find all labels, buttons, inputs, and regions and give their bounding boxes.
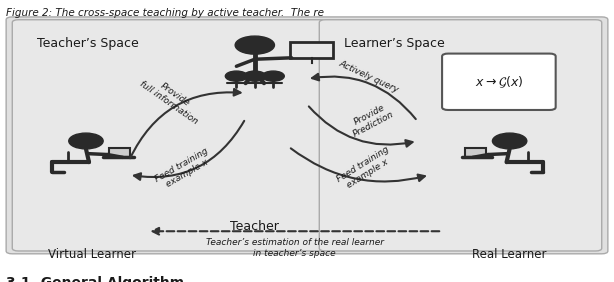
Text: Figure 2: The cross-space teaching by active teacher.  The re: Figure 2: The cross-space teaching by ac… — [6, 8, 324, 18]
FancyBboxPatch shape — [319, 20, 602, 251]
Text: Teacher: Teacher — [230, 220, 279, 233]
Circle shape — [69, 133, 103, 149]
FancyBboxPatch shape — [290, 42, 333, 58]
FancyArrowPatch shape — [291, 148, 425, 182]
Text: Virtual Learner: Virtual Learner — [48, 248, 136, 261]
Text: Feed training
example x: Feed training example x — [335, 145, 396, 193]
FancyBboxPatch shape — [12, 20, 325, 251]
Text: Provide
Prediction: Provide Prediction — [347, 101, 396, 139]
FancyBboxPatch shape — [442, 54, 556, 110]
Polygon shape — [465, 148, 486, 157]
FancyArrowPatch shape — [309, 106, 413, 147]
Text: Teacher’s Space: Teacher’s Space — [37, 37, 139, 50]
Circle shape — [492, 133, 527, 149]
FancyArrowPatch shape — [134, 121, 244, 180]
FancyArrowPatch shape — [130, 89, 241, 158]
Text: Provide
full information: Provide full information — [138, 71, 206, 126]
Text: Learner’s Space: Learner’s Space — [344, 37, 445, 50]
Text: Actively query: Actively query — [337, 58, 400, 94]
FancyBboxPatch shape — [6, 17, 608, 254]
Circle shape — [244, 71, 266, 81]
Text: Real Learner: Real Learner — [472, 248, 547, 261]
Circle shape — [225, 71, 247, 81]
Circle shape — [235, 36, 274, 54]
FancyArrowPatch shape — [152, 228, 439, 235]
FancyArrowPatch shape — [312, 74, 416, 119]
Text: $x\rightarrow\mathcal{G}(x)$: $x\rightarrow\mathcal{G}(x)$ — [475, 74, 523, 90]
Text: Teacher’s estimation of the real learner
in teacher’s space: Teacher’s estimation of the real learner… — [206, 238, 384, 258]
Text: Feed training
example x: Feed training example x — [154, 146, 215, 193]
Polygon shape — [109, 148, 130, 157]
Circle shape — [262, 71, 284, 81]
Text: 3.1. General Algorithm: 3.1. General Algorithm — [6, 276, 184, 282]
